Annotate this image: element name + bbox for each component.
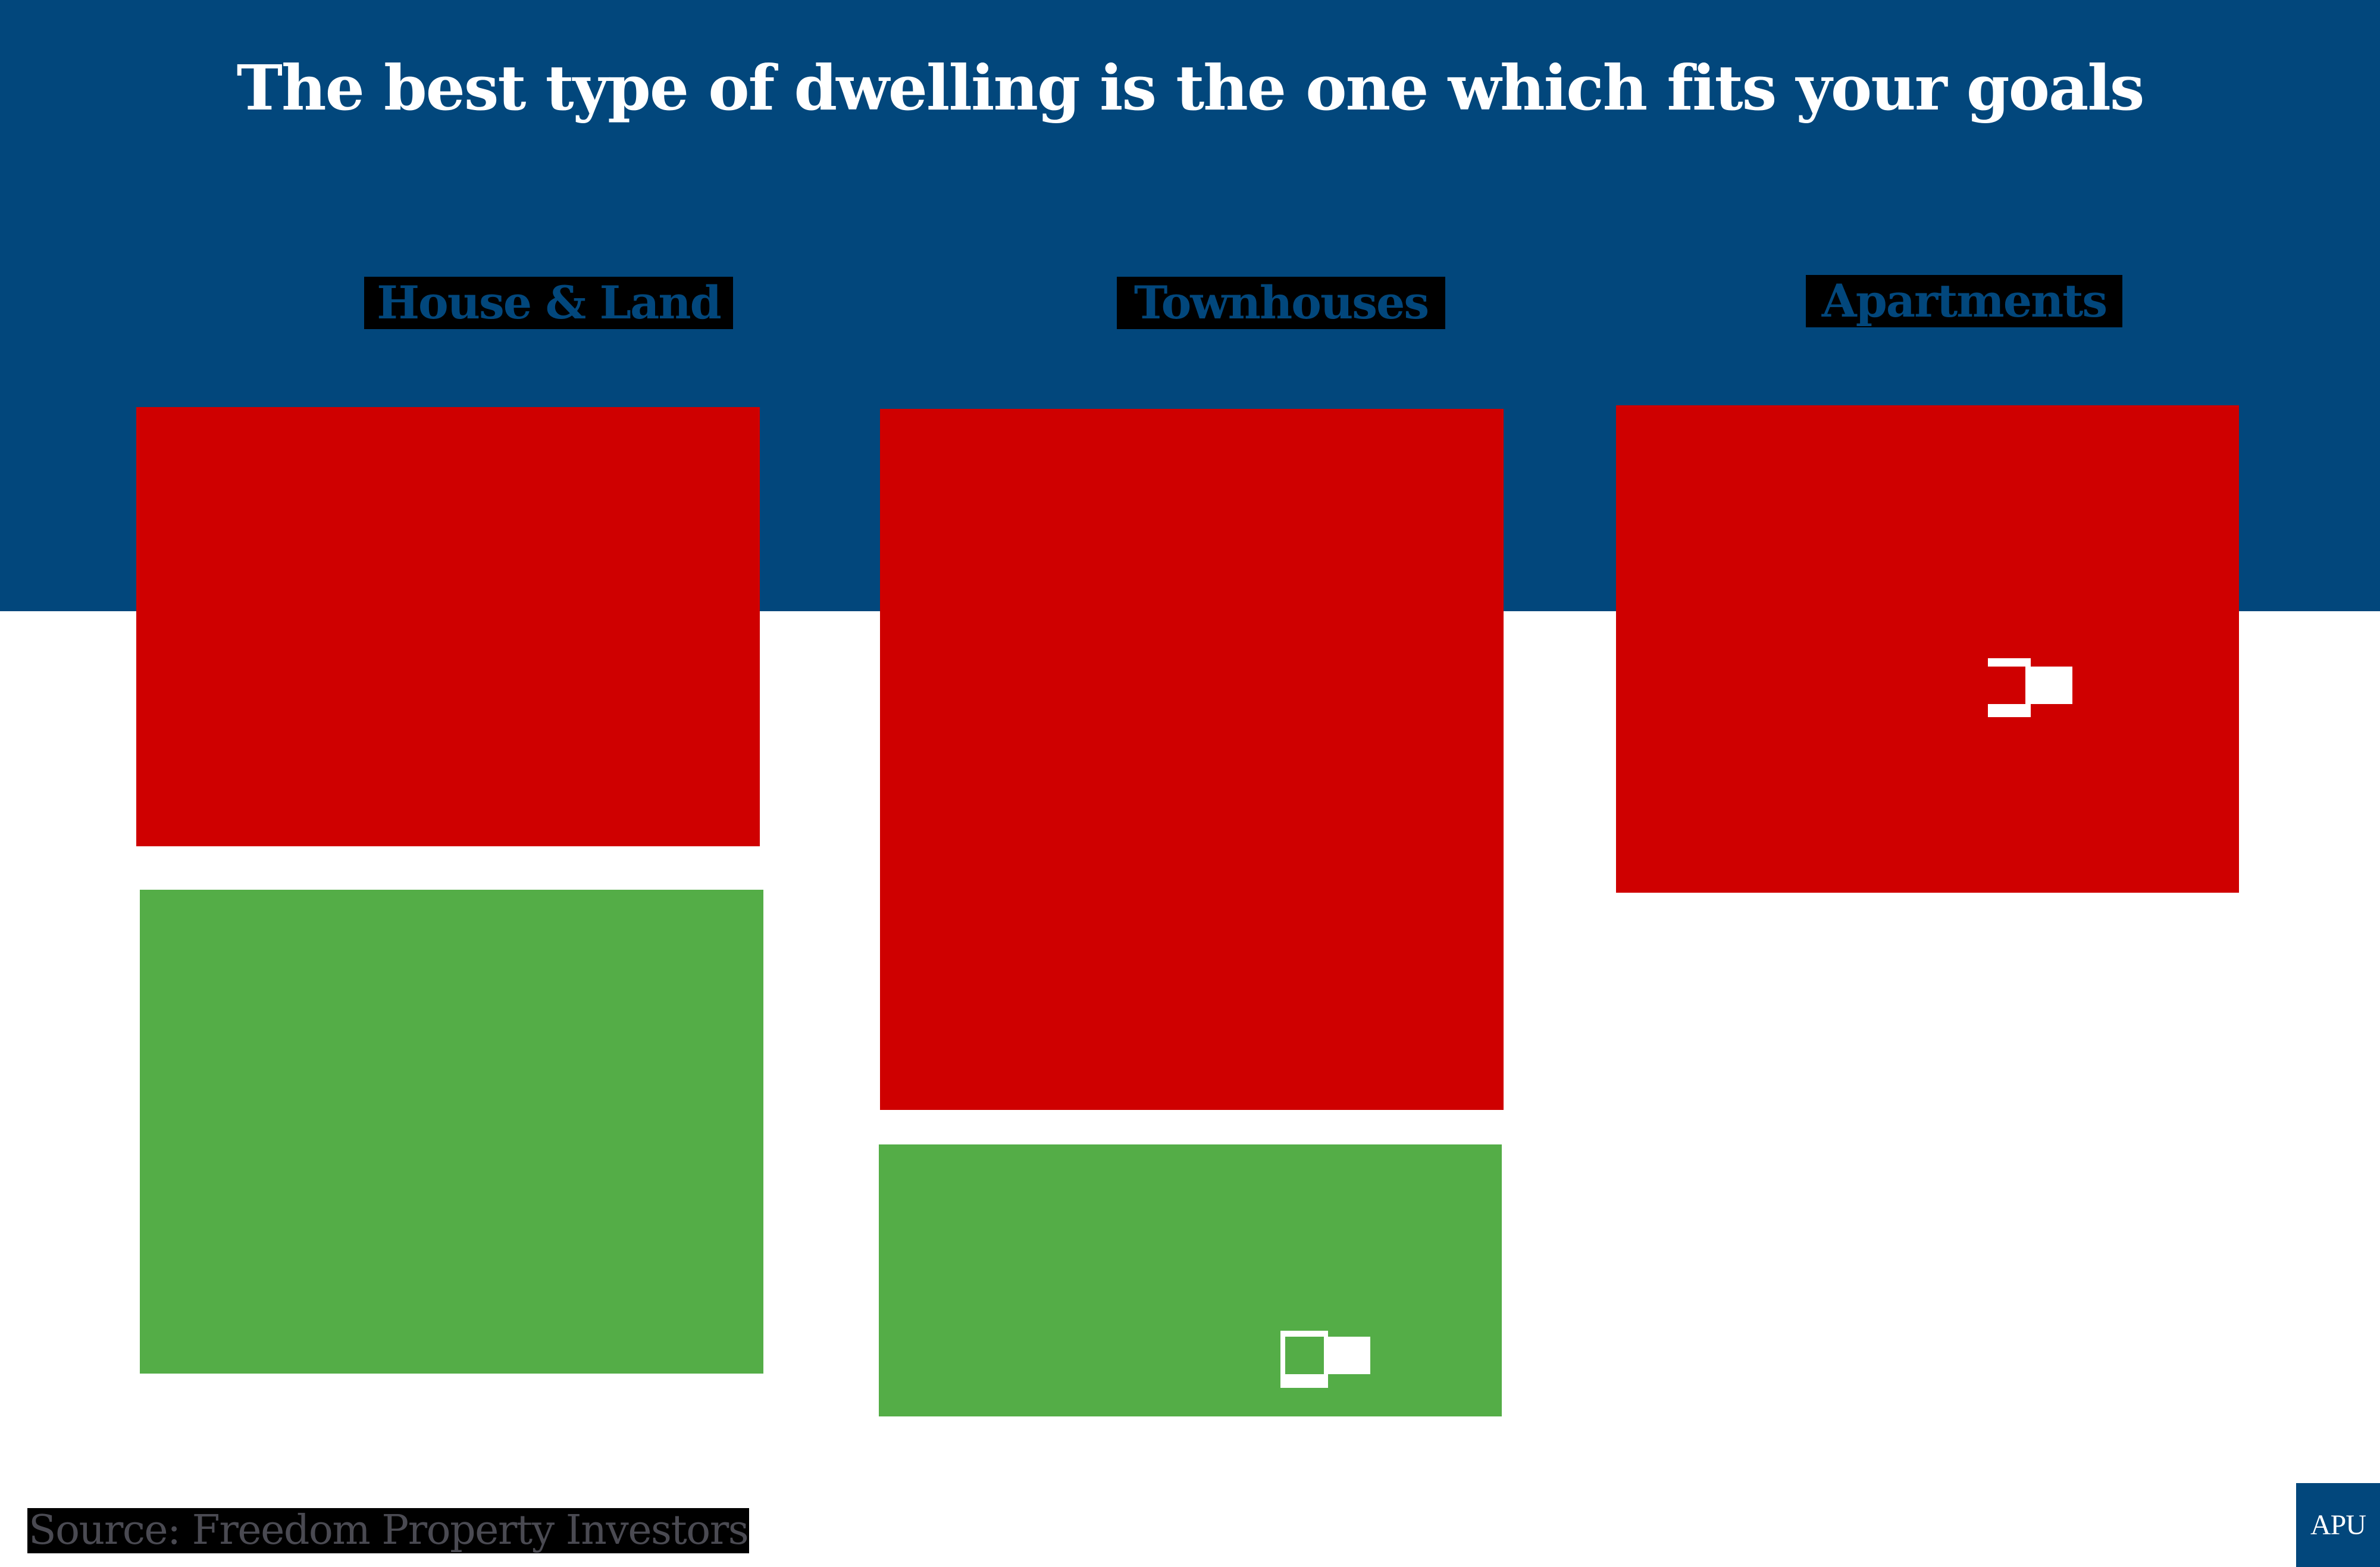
column-header-townhouses: Townhouses: [1117, 277, 1445, 329]
broken-icon-glyph: [1988, 658, 2072, 718]
column-header-apartments: Apartments: [1806, 275, 2122, 327]
apu-logo: APU: [2296, 1483, 2380, 1567]
house-land-red-box: [136, 407, 760, 846]
apartments-red-box: [1616, 405, 2239, 893]
broken-icon-glyph: [1280, 1331, 1371, 1388]
townhouses-green-box: [879, 1144, 1502, 1416]
house-land-green-box: [140, 890, 763, 1374]
page-title: The best type of dwelling is the one whi…: [236, 51, 2145, 124]
townhouses-red-box: [880, 409, 1504, 1110]
column-header-house-land: House & Land: [364, 277, 733, 329]
source-note: Source: Freedom Property Investors: [27, 1507, 750, 1554]
